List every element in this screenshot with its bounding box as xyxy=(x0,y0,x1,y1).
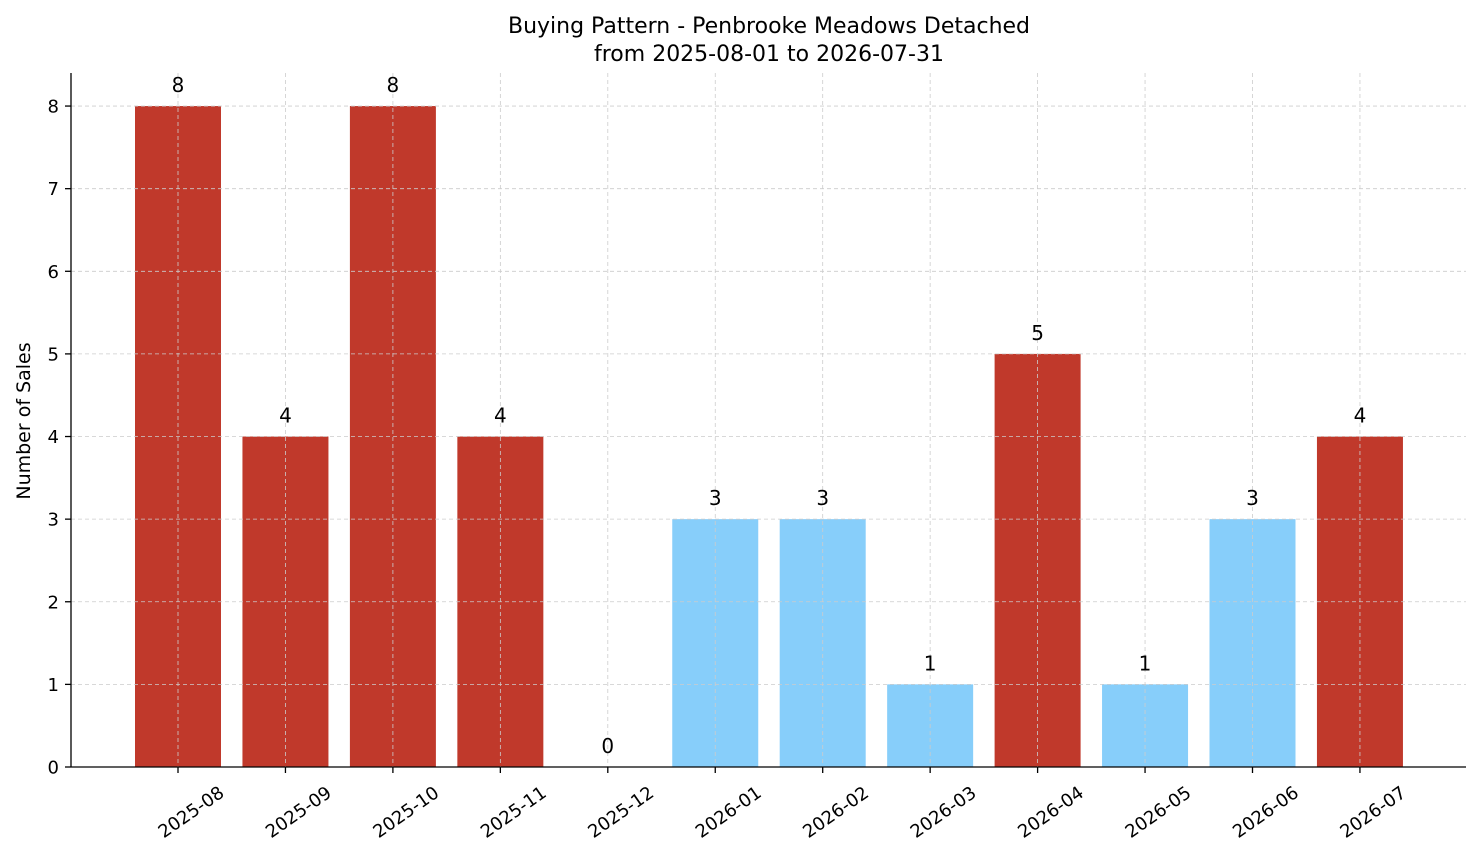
y-tick-label: 0 xyxy=(48,758,59,779)
x-tick-label: 2025-10 xyxy=(369,782,443,842)
bar-value-label: 3 xyxy=(709,486,722,510)
bar-value-label: 1 xyxy=(1139,651,1152,675)
bar-value-label: 0 xyxy=(601,734,614,758)
x-tick-label: 2025-08 xyxy=(155,782,229,842)
bar-value-label: 4 xyxy=(1354,404,1367,428)
y-tick-label: 4 xyxy=(48,427,59,448)
bar-value-label: 4 xyxy=(494,404,507,428)
labels-layer: 8 4 8 4 0 3 3 1 5 1 3 4 xyxy=(172,73,1367,758)
y-axis-label: Number of Sales xyxy=(13,342,35,499)
y-tick-label: 8 xyxy=(48,97,59,118)
grid-layer xyxy=(71,73,1466,767)
x-tick-label: 2026-03 xyxy=(907,782,981,842)
bar-value-label: 4 xyxy=(279,404,292,428)
x-tick-label: 2025-09 xyxy=(262,782,336,842)
chart-title: Buying Pattern - Penbrooke Meadows Detac… xyxy=(508,14,1030,39)
bar-value-label: 8 xyxy=(387,73,400,97)
bar-value-label: 3 xyxy=(1246,486,1259,510)
x-tick-label: 2026-04 xyxy=(1014,782,1088,842)
y-tick-label: 2 xyxy=(48,592,59,613)
x-tick-label: 2025-11 xyxy=(477,782,551,842)
x-tick-label: 2026-06 xyxy=(1229,782,1303,842)
y-tick-label: 6 xyxy=(48,262,59,283)
y-tick-label: 7 xyxy=(48,179,59,200)
y-tick-label: 3 xyxy=(48,510,59,531)
x-tick-label: 2026-02 xyxy=(799,782,873,842)
bar-value-label: 1 xyxy=(924,651,937,675)
bar-value-label: 3 xyxy=(816,486,829,510)
x-tick-label: 2026-01 xyxy=(692,782,766,842)
x-tick-label: 2026-05 xyxy=(1122,782,1196,842)
bar-value-label: 8 xyxy=(172,73,185,97)
chart-subtitle: from 2025-08-01 to 2026-07-31 xyxy=(594,42,944,67)
x-tick-label: 2025-12 xyxy=(584,782,658,842)
x-tick-label: 2026-07 xyxy=(1336,782,1410,842)
y-tick-label: 1 xyxy=(48,675,59,696)
y-tick-label: 5 xyxy=(48,344,59,365)
bar-value-label: 5 xyxy=(1031,321,1044,345)
